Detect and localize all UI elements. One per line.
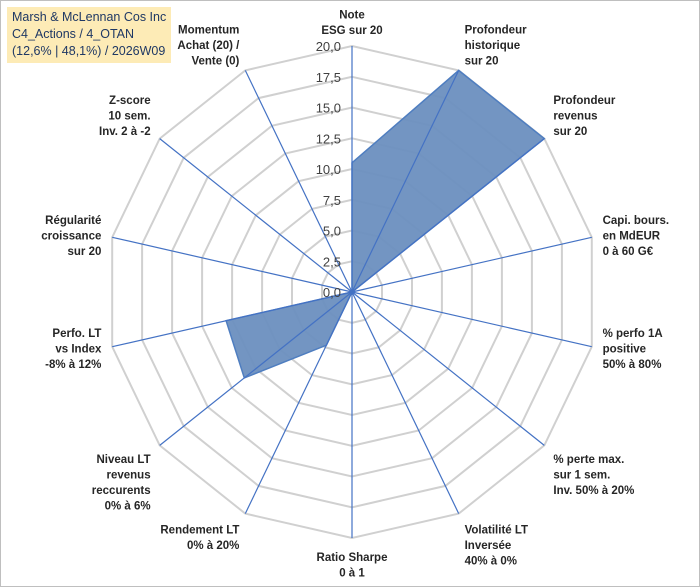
spoke-9 [159,291,353,446]
chart-title-line-1: Marsh & McLennan Cos Inc [12,10,167,24]
axis-label-12: Z-score 10 sem. Inv. 2 à -2 [99,95,151,138]
axis-label-8: Rendement LT 0% à 20% [160,525,239,553]
axis-label-2: Profondeur revenus sur 20 [553,95,615,138]
spoke-1 [351,70,460,293]
axis-label-4: % perfo 1A positive 50% à 80% [603,328,663,371]
spoke-3 [351,236,592,293]
spoke-4 [351,291,592,348]
chart-title-line-3: (12,6% | 48,1%) / 2026W09 [12,44,166,58]
spoke-6 [351,291,460,514]
chart-title-box: Marsh & McLennan Cos Inc C4_Actions / 4_… [7,7,172,63]
axis-label-0: Note ESG sur 20 [321,10,382,38]
spoke-2 [351,138,545,293]
axis-label-9: Niveau LT revenus reccurents 0% à 6% [92,454,151,513]
axis-label-6: Volatilité LT Inversée 40% à 0% [465,525,528,568]
tick-label: 20,0 [316,39,341,54]
tick-label: 7,5 [323,193,341,208]
axis-label-3: Capi. bours. en MdEUR 0 à 60 G€ [603,215,669,258]
tick-label: 10,0 [316,162,341,177]
spoke-8 [244,291,353,514]
spoke-13 [244,70,353,293]
axis-label-5: % perte max. sur 1 sem. Inv. 50% à 20% [553,454,634,497]
tick-label: 2,5 [323,254,341,269]
axis-label-1: Profondeur historique sur 20 [465,24,527,67]
spoke-11 [112,236,353,293]
tick-label: 5,0 [323,224,341,239]
tick-label: 17,5 [316,70,341,85]
tick-label: 0,0 [323,285,341,300]
axis-label-7: Ratio Sharpe 0 à 1 [317,552,388,580]
spoke-10 [112,291,353,348]
axis-label-11: Régularité croissance sur 20 [41,215,101,258]
spoke-5 [351,291,545,446]
chart-title-line-2: C4_Actions / 4_OTAN [12,27,135,41]
tick-label: 15,0 [316,101,341,116]
spoke-12 [159,138,353,293]
axis-label-10: Perfo. LT vs Index -8% à 12% [45,328,102,371]
axis-label-13: Momentum Achat (20) / Vente (0) [177,24,240,67]
tick-label: 12,5 [316,131,341,146]
